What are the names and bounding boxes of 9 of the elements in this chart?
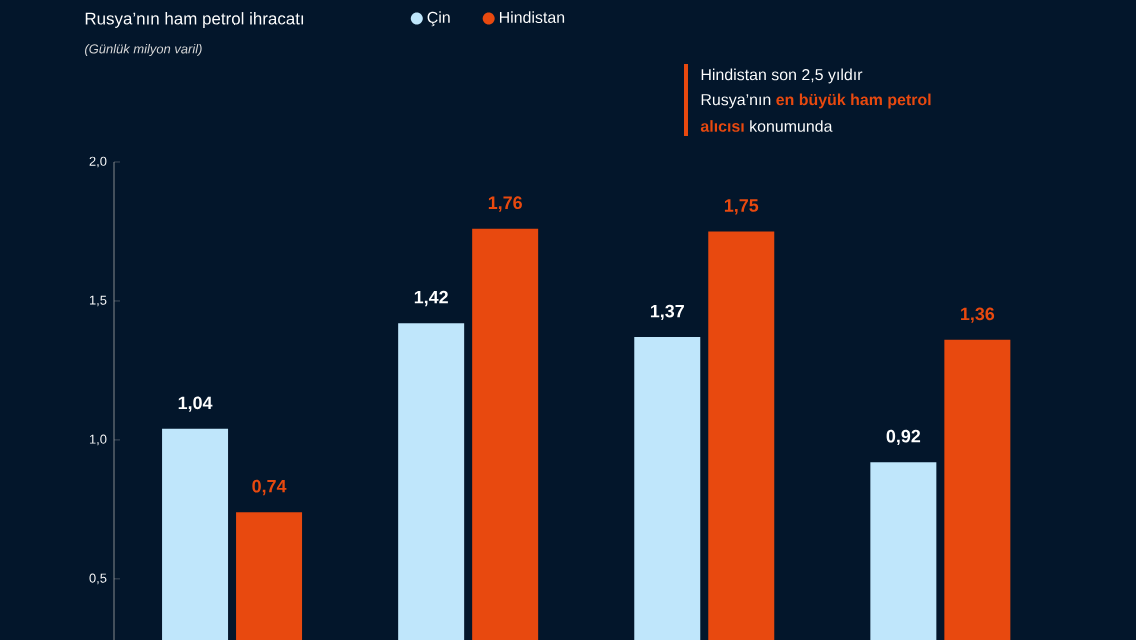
data-label: 1,76 (488, 196, 522, 212)
data-label: 1,75 (724, 199, 759, 215)
data-label: 0,92 (886, 429, 921, 446)
data-label: 1,42 (414, 290, 448, 307)
data-label: 1,37 (650, 304, 684, 321)
data-label: 0,74 (252, 479, 287, 496)
data-label: 1,36 (961, 307, 995, 323)
chart-title: Rusya’nın ham petrol ihracatı (85, 12, 304, 28)
data-label: 1,04 (178, 396, 213, 412)
